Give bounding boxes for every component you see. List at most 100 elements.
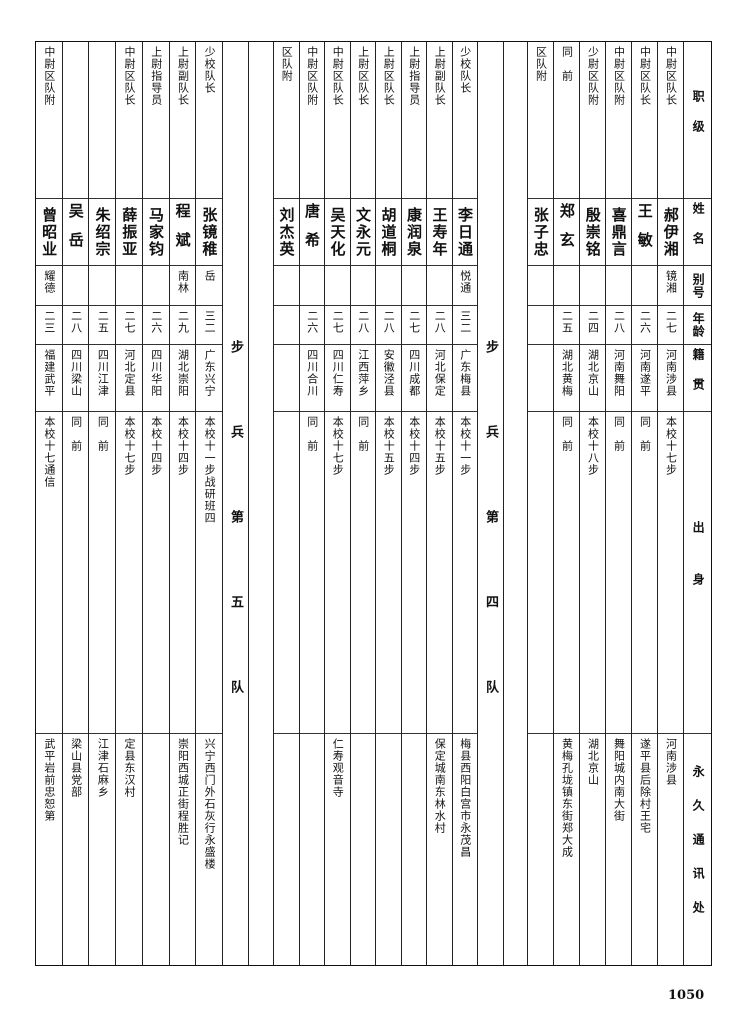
name-cell: 朱绍宗	[89, 198, 116, 265]
rank-cell: 中尉区队附	[606, 42, 631, 198]
background-cell: 同 前	[554, 411, 579, 733]
alias-text: 耀德	[42, 270, 56, 294]
alias-cell	[632, 265, 657, 305]
alias-cell	[299, 265, 324, 305]
alias-cell: 耀德	[36, 265, 62, 305]
rank-text: 上尉副队长	[176, 46, 190, 106]
origin-cell: 河北保定	[427, 344, 452, 411]
background-cell: 本校十五步	[376, 411, 401, 733]
age-cell: 二六	[299, 305, 324, 344]
name-text: 王敏	[635, 203, 654, 261]
origin-text: 四川仁寿	[331, 349, 345, 397]
rank-cell: 中尉区队附	[300, 42, 325, 198]
alias-cell: 南林	[169, 265, 196, 305]
address-cell: 江津石麻乡	[89, 733, 116, 965]
background-cell: 同 前	[89, 411, 116, 733]
age-cell: 二六	[142, 305, 169, 344]
rank-cell: 区队附	[274, 42, 299, 198]
background-text: 本校十五步	[433, 416, 447, 476]
background-text: 同 前	[96, 416, 110, 452]
origin-text: 湖北崇阳	[176, 349, 190, 397]
age-cell: 二四	[580, 305, 605, 344]
background-cell: 同 前	[299, 411, 324, 733]
name-text: 郝伊湘	[661, 206, 680, 258]
background-text: 本校十四步	[176, 416, 190, 476]
background-cell: 本校十七步	[116, 411, 142, 733]
background-cell: 本校十四步	[169, 411, 196, 733]
header-name-cell: 姓名	[684, 198, 711, 265]
origin-text: 江西萍乡	[356, 349, 370, 397]
member-column: 中尉区队长 薛振亚 二七 河北定县 本校十七步 定县东汉村	[115, 42, 142, 965]
alias-cell	[376, 265, 401, 305]
address-text: 梁山县党部	[69, 738, 83, 798]
age-text: 二八	[612, 310, 626, 334]
origin-cell: 河北定县	[116, 344, 142, 411]
background-cell: 本校十七通信	[36, 411, 62, 733]
background-text: 同 前	[638, 416, 652, 452]
origin-text: 广东兴宁	[203, 349, 217, 397]
alias-cell	[580, 265, 605, 305]
rank-text: 上尉区队长	[382, 46, 396, 106]
alias-text: 镜湘	[664, 270, 678, 294]
address-cell	[401, 733, 426, 965]
rank-text: 中尉区队长	[638, 46, 652, 106]
team-title-column: 步兵第四队	[477, 42, 503, 965]
age-cell: 二八	[350, 305, 375, 344]
address-text: 江津石麻乡	[96, 738, 110, 798]
rank-text: 中尉区队长	[664, 46, 678, 106]
background-cell: 同 前	[62, 411, 89, 733]
background-cell: 本校十八步	[580, 411, 605, 733]
rank-text: 同 前	[560, 46, 574, 82]
address-text: 崇阳西城正街程胜记	[176, 738, 190, 846]
origin-text: 四川合川	[305, 349, 319, 397]
address-text: 湖北京山	[586, 738, 600, 786]
address-cell	[350, 733, 375, 965]
age-text: 二四	[586, 310, 600, 334]
team-title-text: 步兵第五队	[228, 340, 243, 765]
name-cell: 王敏	[632, 198, 657, 265]
age-cell: 二八	[606, 305, 631, 344]
background-cell: 本校十一步战研班四	[196, 411, 222, 733]
age-cell	[528, 305, 553, 344]
address-cell	[299, 733, 324, 965]
background-cell: 本校十四步	[401, 411, 426, 733]
age-text: 三二	[203, 310, 217, 334]
name-text: 殷崇铭	[583, 206, 602, 258]
name-cell: 吴岳	[62, 198, 89, 265]
age-text: 二八	[69, 310, 83, 334]
background-cell	[528, 411, 553, 733]
rank-text: 上尉指导员	[407, 46, 421, 106]
age-text: 二五	[560, 310, 574, 334]
age-cell	[274, 305, 299, 344]
origin-cell: 四川梁山	[62, 344, 89, 411]
header-column: 职级 姓名 别号 年龄 籍贯 出身 永久通讯处	[683, 42, 711, 965]
member-column: 中尉区队附 喜鼎言 二八 河南舞阳同 前舞阳城内南大街	[605, 42, 631, 965]
alias-cell	[274, 265, 299, 305]
background-cell: 本校十七步	[658, 411, 683, 733]
member-column: 吴岳二八四川梁山同 前梁山县党部	[61, 42, 89, 965]
background-text: 本校十八步	[586, 416, 600, 476]
alias-cell	[89, 265, 116, 305]
member-column: 上尉指导员 康润泉 二七 四川成都 本校十四步	[400, 42, 426, 965]
address-text: 遂平县后除村王宅	[638, 738, 652, 834]
age-cell: 二八	[376, 305, 401, 344]
age-cell: 二七	[658, 305, 683, 344]
age-text: 二六	[149, 310, 163, 334]
name-text: 程斌	[173, 203, 192, 261]
name-cell: 唐希	[299, 198, 324, 265]
background-text: 同 前	[69, 416, 83, 452]
name-cell: 刘杰英	[274, 198, 299, 265]
background-cell: 本校十四步	[142, 411, 169, 733]
alias-text: 南林	[176, 270, 190, 294]
name-cell: 吴天化	[325, 198, 350, 265]
name-cell: 曾昭业	[36, 198, 62, 265]
name-text: 胡道桐	[379, 206, 398, 258]
origin-cell: 四川合川	[299, 344, 324, 411]
address-text: 武平岩前忠恕第	[42, 738, 56, 822]
name-cell: 郑玄	[554, 198, 579, 265]
background-text: 本校十七步	[664, 416, 678, 476]
origin-text: 四川华阳	[149, 349, 163, 397]
member-column: 上尉区队长 胡道桐 二八 安徽泾县 本校十五步	[375, 42, 401, 965]
age-cell: 二七	[401, 305, 426, 344]
